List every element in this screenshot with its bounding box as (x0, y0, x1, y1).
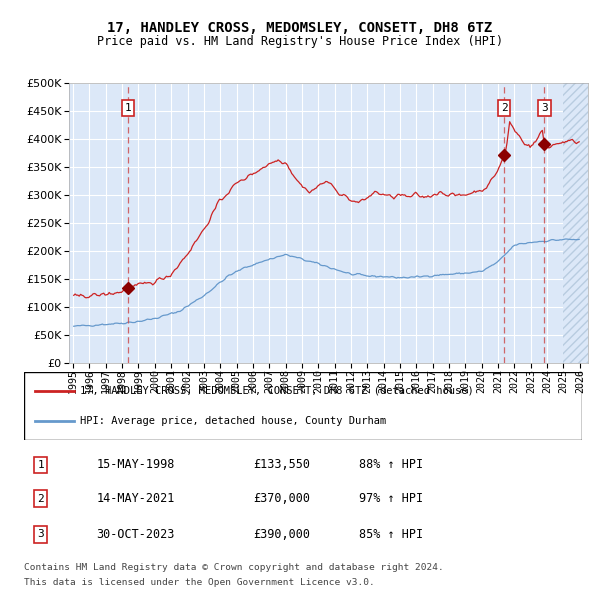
Text: 17, HANDLEY CROSS, MEDOMSLEY, CONSETT, DH8 6TZ (detached house): 17, HANDLEY CROSS, MEDOMSLEY, CONSETT, D… (80, 386, 473, 396)
Text: 2: 2 (501, 103, 508, 113)
Text: 1: 1 (37, 460, 44, 470)
Text: 14-MAY-2021: 14-MAY-2021 (97, 492, 175, 505)
Text: HPI: Average price, detached house, County Durham: HPI: Average price, detached house, Coun… (80, 415, 386, 425)
Text: £390,000: £390,000 (253, 528, 310, 541)
Text: 3: 3 (541, 103, 548, 113)
Text: Contains HM Land Registry data © Crown copyright and database right 2024.: Contains HM Land Registry data © Crown c… (24, 563, 444, 572)
Text: This data is licensed under the Open Government Licence v3.0.: This data is licensed under the Open Gov… (24, 578, 375, 588)
Text: £370,000: £370,000 (253, 492, 310, 505)
Text: 85% ↑ HPI: 85% ↑ HPI (359, 528, 423, 541)
Text: 97% ↑ HPI: 97% ↑ HPI (359, 492, 423, 505)
Text: 3: 3 (37, 529, 44, 539)
Text: 1: 1 (125, 103, 131, 113)
Text: 2: 2 (37, 494, 44, 503)
Text: 88% ↑ HPI: 88% ↑ HPI (359, 458, 423, 471)
Text: 30-OCT-2023: 30-OCT-2023 (97, 528, 175, 541)
Text: £133,550: £133,550 (253, 458, 310, 471)
Text: Price paid vs. HM Land Registry's House Price Index (HPI): Price paid vs. HM Land Registry's House … (97, 35, 503, 48)
Text: 15-MAY-1998: 15-MAY-1998 (97, 458, 175, 471)
Text: 17, HANDLEY CROSS, MEDOMSLEY, CONSETT, DH8 6TZ: 17, HANDLEY CROSS, MEDOMSLEY, CONSETT, D… (107, 21, 493, 35)
